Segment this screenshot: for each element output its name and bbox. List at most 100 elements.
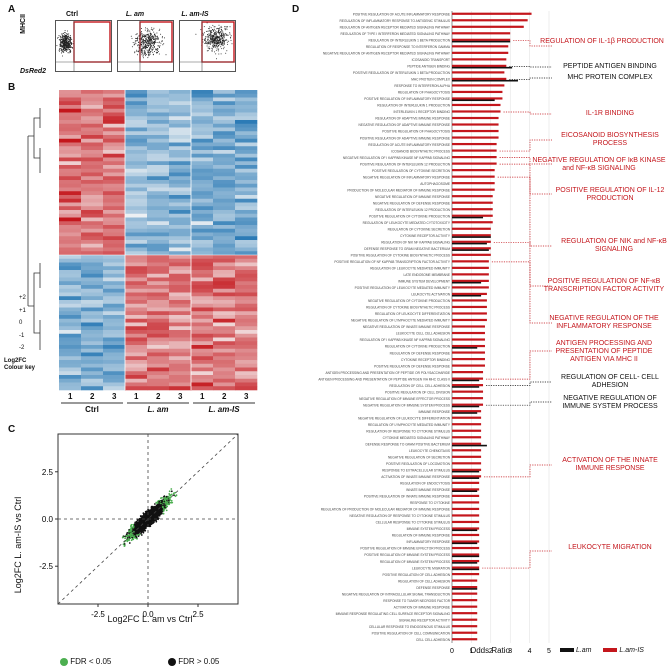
facs-event <box>59 43 61 45</box>
heatmap-cell <box>147 213 170 218</box>
facs-event <box>153 35 155 37</box>
facs-event <box>140 42 142 44</box>
heatmap-cell <box>235 292 258 297</box>
bar-category-label: INFLAMMATORY RESPONSE <box>406 540 450 544</box>
heatmap-cell <box>147 161 170 166</box>
facs-event <box>155 41 157 43</box>
heatmap-cell <box>235 183 258 188</box>
heatmap-cell <box>147 108 170 113</box>
scatter-point <box>122 536 124 538</box>
facs-event <box>66 34 68 36</box>
heatmap-cell <box>81 138 104 143</box>
heatmap-cell <box>59 363 82 368</box>
heatmap-cell <box>59 221 82 226</box>
bar-category-label: CYTOKINE RECEPTOR BINDING <box>401 358 450 362</box>
facs-event <box>227 34 229 36</box>
replicate-label: 2 <box>90 392 95 401</box>
heatmap-cell <box>59 360 82 365</box>
bar-lamis <box>452 279 489 282</box>
scatter-point <box>160 501 163 504</box>
bar-lamis <box>452 90 503 94</box>
bar-category-label: NEGATIVE REGULATION OF RESPONSE TO CYTOK… <box>350 514 450 518</box>
heatmap-cell <box>147 348 170 353</box>
facs-event <box>143 40 145 41</box>
bar-category-label: POSITIVE REGULATION OF CYTOKINE SECRETIO… <box>372 169 451 173</box>
heatmap-cell <box>103 232 126 237</box>
heatmap-cell <box>125 138 148 143</box>
bar-category-label: REGULATION OF RESPONSE TO CYTOKINE STIMU… <box>366 429 450 433</box>
heatmap-cell <box>147 307 170 312</box>
heatmap-cell <box>81 367 104 372</box>
facs-event <box>135 34 137 36</box>
bar-lamis <box>452 25 524 28</box>
bar-category-label: REGULATION OF CYTOKINE BIOSYNTHETIC PROC… <box>366 306 450 310</box>
heatmap-cell <box>213 161 236 166</box>
facs-event <box>63 36 65 38</box>
heatmap-cell <box>191 176 214 181</box>
facs-event <box>211 50 213 51</box>
bar-lamis <box>452 142 497 146</box>
legend-lamis-label: L.am-IS <box>619 647 644 654</box>
heatmap-cell <box>191 262 214 267</box>
bar-lam <box>452 477 480 479</box>
facs-event <box>63 40 65 42</box>
heatmap-cell <box>81 307 104 312</box>
heatmap-cell <box>59 112 82 117</box>
facs-event <box>205 42 207 44</box>
heatmap-cell <box>59 180 82 185</box>
heatmap-cell <box>103 93 126 98</box>
heatmap-cell <box>191 288 214 293</box>
bar-category-label: REGULATION OF INTERLEUKIN 1 PRODUCTION <box>377 104 450 108</box>
facs-event <box>136 33 138 35</box>
heatmap-cell <box>59 202 82 207</box>
bar-category-label: RESPONSE TO INTERFERON ALPHA <box>394 84 451 88</box>
facs-event <box>65 50 67 52</box>
heatmap-cell <box>169 333 192 338</box>
facs-event <box>132 42 134 44</box>
heatmap-cell <box>213 112 236 117</box>
scatter-point <box>150 519 153 522</box>
facs-event <box>148 49 150 50</box>
heatmap-cell <box>213 180 236 185</box>
bar-category-label: LEUKOCYTE ACTIVATION <box>411 293 450 297</box>
facs-event <box>153 45 154 47</box>
scatter-point <box>144 517 147 520</box>
facs-event <box>220 53 222 55</box>
bar-category-label: REGULATION OF LEUKOCYTE MEDIATED CYTOTOX… <box>363 221 451 225</box>
heatmap-cell <box>169 322 192 327</box>
facs-event <box>151 37 153 39</box>
scatter-ylabel-wrap: Log2FC L. am-IS vs Ctrl <box>6 470 30 630</box>
heatmap-cell <box>103 382 126 387</box>
bar-category-label: ANTIGEN PROCESSING AND PRESENTATION OF P… <box>325 371 450 375</box>
facs-event <box>214 37 216 39</box>
heatmap-cell <box>125 360 148 365</box>
bar-lamis <box>452 58 507 61</box>
heatmap-cell <box>213 333 236 338</box>
bar-category-label: REGULATION OF IMMUNE SYSTEM PROCESS <box>380 560 450 564</box>
scatter-point <box>144 524 146 526</box>
heatmap-cell <box>169 138 192 143</box>
heatmap-cell <box>213 165 236 170</box>
facs-event <box>221 38 223 40</box>
heatmap-cell <box>59 138 82 143</box>
facs-event <box>145 41 147 42</box>
facs-event <box>68 43 70 45</box>
replicate-label: 1 <box>134 392 139 401</box>
heatmap-cell <box>169 360 192 365</box>
heatmap-cell <box>213 90 236 95</box>
facs-event <box>62 49 64 51</box>
scatter-point <box>139 528 142 531</box>
heatmap-cell <box>169 367 192 372</box>
facs-event <box>215 31 216 33</box>
heatmap-cell <box>59 232 82 237</box>
heatmap-cell <box>235 288 258 293</box>
heatmap-cell <box>147 270 170 275</box>
facs-event <box>141 46 143 48</box>
heatmap-cell <box>59 378 82 383</box>
bar-lamis <box>452 351 485 354</box>
heatmap-cell <box>147 382 170 387</box>
heatmap-cell <box>147 243 170 248</box>
heatmap-cell <box>147 112 170 117</box>
facs-event <box>210 42 212 44</box>
facs-event <box>212 42 214 44</box>
